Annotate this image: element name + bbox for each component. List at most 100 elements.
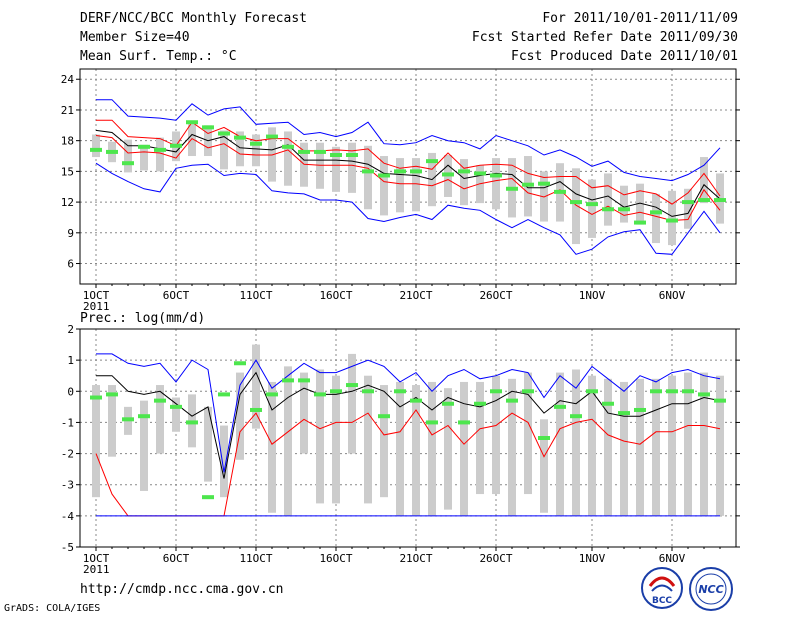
spread-box bbox=[172, 397, 180, 432]
year-label: 2011 bbox=[83, 563, 110, 576]
spread-box bbox=[428, 381, 436, 516]
y-tick-label: 2 bbox=[67, 323, 74, 336]
observed-marker bbox=[170, 143, 182, 148]
observed-marker bbox=[202, 495, 214, 500]
year-label: 2011 bbox=[83, 300, 110, 313]
spread-box bbox=[652, 193, 660, 244]
observed-marker bbox=[522, 389, 534, 394]
observed-marker bbox=[458, 169, 470, 174]
spread-box bbox=[156, 385, 164, 454]
y-tick-label: 12 bbox=[61, 196, 74, 209]
spread-box bbox=[636, 378, 644, 516]
observed-marker bbox=[154, 147, 166, 152]
spread-box bbox=[156, 137, 164, 172]
spread-box bbox=[380, 385, 388, 498]
observed-marker bbox=[298, 149, 310, 154]
spread-box bbox=[620, 381, 628, 516]
series-max-line bbox=[96, 353, 721, 473]
spread-box bbox=[492, 375, 500, 495]
observed-marker bbox=[250, 407, 262, 412]
observed-marker bbox=[714, 398, 726, 403]
spread-box bbox=[524, 372, 532, 495]
spread-box bbox=[716, 375, 724, 516]
spread-box bbox=[316, 142, 324, 189]
spread-box bbox=[668, 190, 676, 246]
spread-box bbox=[588, 179, 596, 238]
series-lower-line bbox=[95, 135, 721, 222]
spread-box bbox=[364, 145, 372, 210]
spread-box bbox=[540, 419, 548, 513]
spread-box bbox=[124, 139, 132, 173]
spread-box bbox=[220, 130, 228, 170]
observed-marker bbox=[202, 125, 214, 130]
observed-marker bbox=[666, 389, 678, 394]
observed-marker bbox=[186, 420, 198, 425]
precip-title: Prec.: log(mm/d) bbox=[80, 311, 205, 326]
spread-box bbox=[684, 372, 692, 516]
spread-box bbox=[348, 142, 356, 193]
spread-box bbox=[348, 353, 356, 454]
spread-box bbox=[220, 425, 228, 498]
source-url-link[interactable]: http://cmdp.ncc.cma.gov.cn bbox=[80, 582, 284, 597]
spread-box bbox=[588, 375, 596, 516]
observed-marker bbox=[122, 417, 134, 422]
spread-box bbox=[284, 131, 292, 186]
series-mean-line bbox=[95, 129, 721, 217]
observed-marker bbox=[650, 389, 662, 394]
x-tick-label: 26OCT bbox=[479, 289, 512, 302]
observed-marker bbox=[90, 147, 102, 152]
y-tick-label: 9 bbox=[67, 227, 74, 240]
spread-box bbox=[140, 144, 148, 171]
spread-box bbox=[236, 131, 244, 167]
spread-box bbox=[396, 158, 404, 213]
variable-label: Mean Surf. Temp.: °C bbox=[80, 49, 237, 64]
observed-marker bbox=[394, 169, 406, 174]
x-tick-label: 1OCT bbox=[83, 552, 110, 565]
spread-box bbox=[412, 158, 420, 212]
x-tick-label: 21OCT bbox=[399, 289, 432, 302]
spread-box bbox=[92, 385, 100, 498]
observed-marker bbox=[266, 134, 278, 139]
observed-marker bbox=[378, 414, 390, 419]
forecast-period-label: For 2011/10/01-2011/11/09 bbox=[542, 11, 738, 26]
observed-marker bbox=[522, 182, 534, 187]
observed-marker bbox=[410, 398, 422, 403]
x-tick-label: 1NOV bbox=[579, 289, 606, 302]
forecast-produced-label: Fcst Produced Date 2011/10/01 bbox=[511, 49, 738, 64]
observed-marker bbox=[330, 153, 342, 157]
observed-marker bbox=[682, 389, 694, 394]
spread-box bbox=[236, 372, 244, 460]
spread-box bbox=[460, 381, 468, 516]
observed-marker bbox=[106, 149, 118, 154]
spread-box bbox=[252, 134, 260, 167]
spread-box bbox=[492, 158, 500, 210]
panel-2: 2 1 0 -1 -2 -3 -4 -5 1OCT 6OCT 11OCT 16OCT 21OCT 26OC… bbox=[61, 323, 740, 576]
grads-credit: GrADS: COLA/IGES bbox=[4, 603, 101, 614]
spread-box bbox=[700, 372, 708, 516]
observed-marker bbox=[442, 401, 454, 406]
spread-box bbox=[700, 157, 708, 204]
spread-box bbox=[140, 400, 148, 491]
observed-marker bbox=[314, 392, 326, 397]
observed-marker bbox=[666, 218, 678, 223]
observed-marker bbox=[506, 398, 518, 403]
spread-box bbox=[604, 378, 612, 516]
spread-box bbox=[332, 375, 340, 504]
observed-marker bbox=[106, 392, 118, 397]
x-tick-label: 16OCT bbox=[319, 289, 352, 302]
spread-box bbox=[300, 372, 308, 454]
observed-marker bbox=[282, 144, 294, 149]
forecast-started-label: Fcst Started Refer Date 2011/09/30 bbox=[471, 30, 738, 45]
y-tick-label: -5 bbox=[61, 541, 74, 554]
observed-marker bbox=[586, 389, 598, 394]
observed-marker bbox=[554, 189, 566, 194]
bcc-logo-text: BCC bbox=[652, 596, 672, 606]
spread-box bbox=[476, 381, 484, 495]
observed-marker bbox=[538, 436, 550, 440]
x-tick-label: 6OCT bbox=[163, 289, 190, 302]
spread-box bbox=[620, 185, 628, 223]
observed-marker bbox=[250, 141, 262, 146]
series-max-line bbox=[96, 99, 721, 182]
observed-marker bbox=[602, 207, 614, 212]
observed-marker bbox=[474, 171, 486, 176]
